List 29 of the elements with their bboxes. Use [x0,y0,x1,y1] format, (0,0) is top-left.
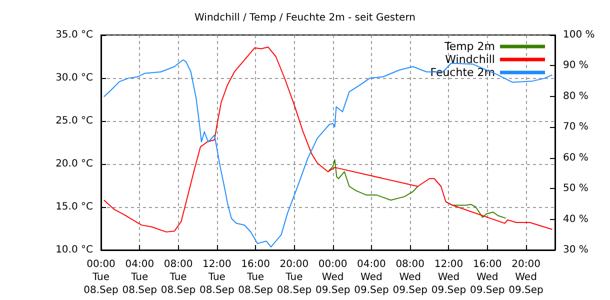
x-tick-label: 04:00 Tue 08.Sep [122,259,158,296]
y2-tick-label: 70 % [563,122,588,133]
x-tick-label: 00:00 Tue 08.Sep [84,259,118,296]
y2-tick-label: 100 % [563,30,595,40]
y2-tick-label: 40 % [563,214,588,225]
x-tick-label: 00:00 Wed 09.Sep [315,259,350,296]
x-tick-label: 08:00 Wed 09.Sep [392,259,428,296]
chart-title: Windchill / Temp / Feuchte 2m - seit Gestern [194,12,416,24]
x-tick-label: 12:00 Tue 08.Sep [200,259,234,296]
y2-tick-label: 80 % [563,90,588,102]
legend-label: Temp 2m [443,40,495,53]
x-tick-label: 08:00 Tue 08.Sep [160,259,196,296]
y2-tick-label: 50 % [563,183,588,194]
y-tick-label: 30.0 °C [56,72,94,84]
y2-tick-label: 90 % [563,60,588,72]
y-tick-label: 20.0 °C [56,158,94,170]
y2-tick-label: 30 % [563,244,588,256]
y2-tick-label: 60 % [563,152,588,164]
x-tick-label: 20:00 Wed 09.Sep [508,259,544,296]
y-tick-label: 25.0 °C [56,116,94,126]
y-tick-label: 10.0 °C [56,244,94,256]
x-tick-label: 12:00 Wed 09.Sep [431,259,466,296]
x-tick-label: 16:00 Wed 09.Sep [470,259,505,296]
legend-label: Windchill [445,53,495,66]
x-tick-label: 16:00 Tue 08.Sep [238,259,273,296]
x-tick-label: 20:00 Tue 08.Sep [276,259,312,296]
y-tick-label: 15.0 °C [56,202,94,212]
y-tick-label: 35.0 °C [56,30,94,40]
x-tick-label: 04:00 Wed 09.Sep [354,259,389,296]
